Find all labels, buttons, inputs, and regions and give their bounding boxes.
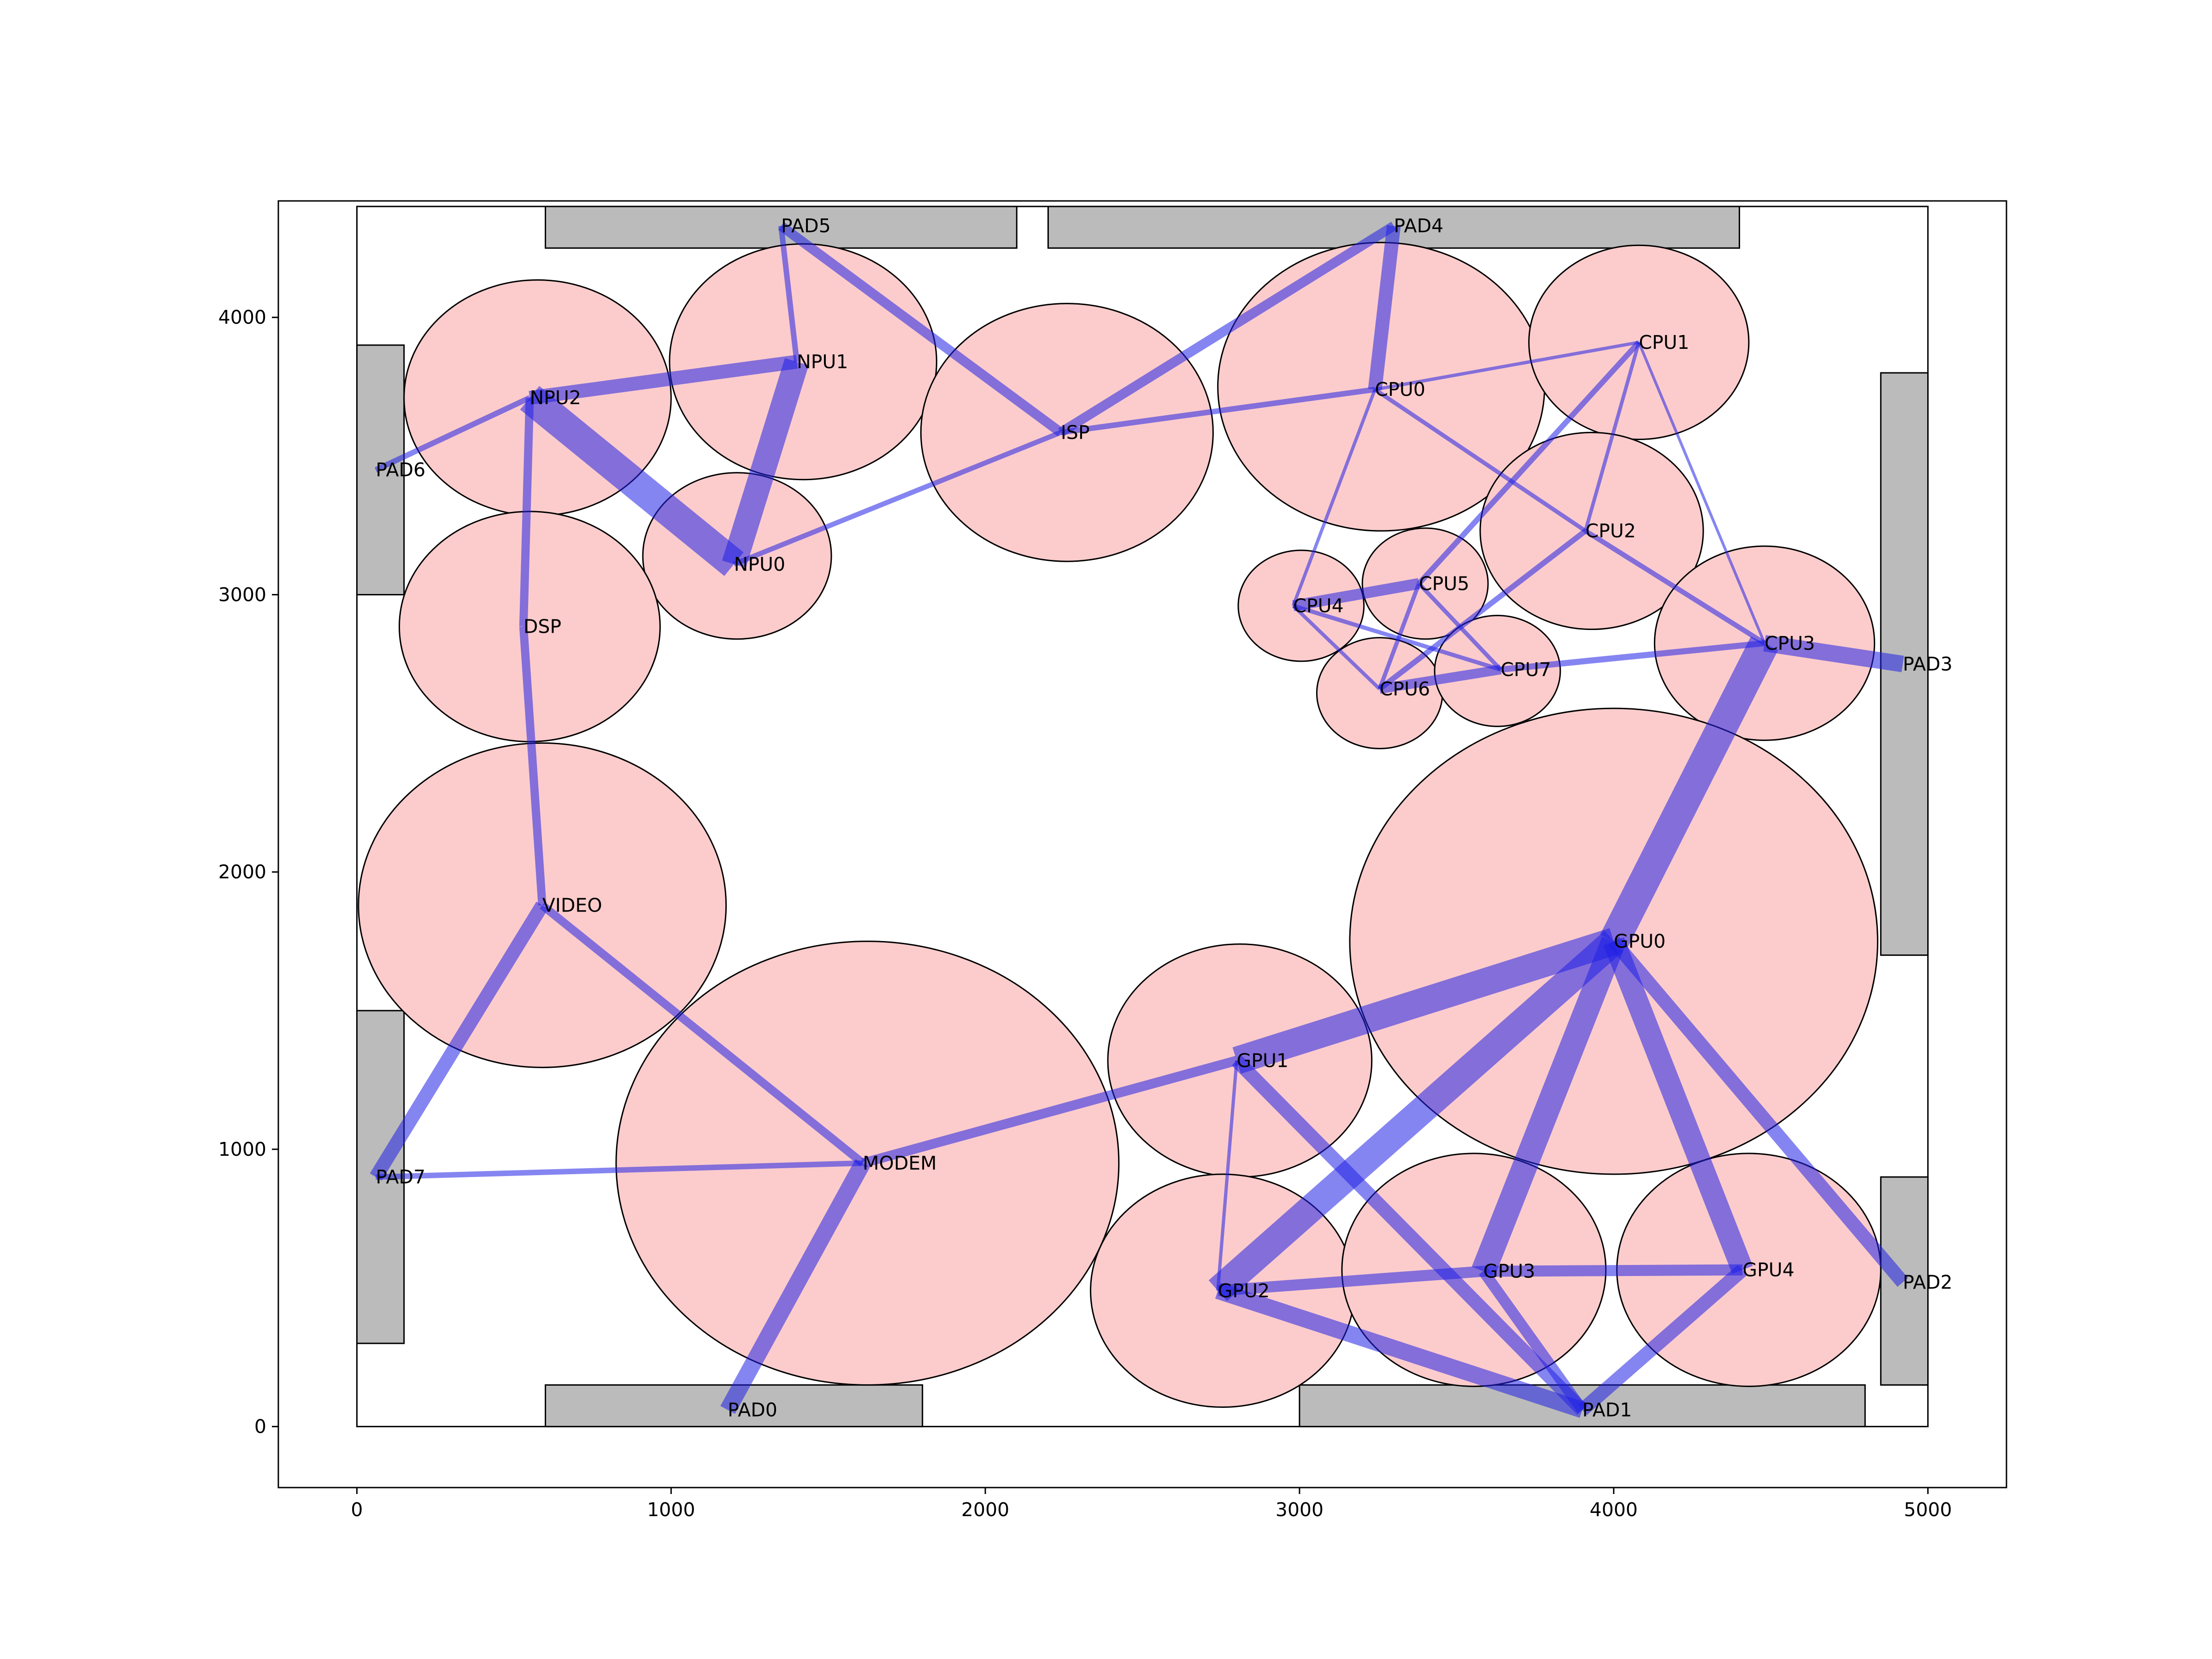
node-label-pad7: PAD7 [376, 1166, 425, 1188]
edge-npu2-pad6 [374, 395, 531, 473]
node-label-gpu1: GPU1 [1237, 1049, 1289, 1071]
node-label-pad0: PAD0 [728, 1399, 777, 1421]
node-label-npu0: NPU0 [734, 553, 786, 575]
node-label-gpu0: GPU0 [1614, 930, 1666, 953]
edge-npu1-npu0 [722, 358, 809, 568]
edge-gpu1-gpu2 [1216, 1060, 1239, 1291]
node-label-pad5: PAD5 [781, 215, 831, 237]
edge-cpu4-cpu5 [1292, 578, 1420, 612]
x-tick-label-2000: 2000 [961, 1499, 1009, 1521]
edge-gpu4-gpu0 [1603, 937, 1753, 1274]
node-label-npu1: NPU1 [797, 351, 848, 373]
edge-cpu0-pad4 [1368, 225, 1401, 390]
edge-cpu3-pad3 [1763, 635, 1904, 672]
edge-gpu1-gpu0 [1232, 928, 1618, 1074]
x-axis-ticks: 0 1000 2000 3000 4000 5000 [351, 1488, 1952, 1521]
x-tick-label-3000: 3000 [1276, 1499, 1324, 1521]
node-labels-layer: PAD5 PAD4 PAD6 PAD3 PAD7 PAD2 PAD0 PAD1 NPU2 NPU1… [376, 215, 1952, 1421]
edge-npu0-isp [733, 430, 1062, 567]
edge-gpu2-gpu0 [1208, 931, 1623, 1301]
node-label-cpu1: CPU1 [1639, 331, 1689, 353]
node-label-gpu3: GPU3 [1483, 1260, 1535, 1282]
edge-cpu6-cpu7 [1379, 665, 1501, 694]
edge-modem-pad0 [720, 1159, 870, 1414]
node-label-cpu6: CPU6 [1380, 678, 1430, 700]
edge-npu2-npu1 [529, 355, 798, 405]
edge-cpu5-cpu6 [1377, 582, 1421, 690]
x-tick-label-5000: 5000 [1904, 1499, 1952, 1521]
y-axis-ticks: 0 1000 2000 3000 4000 [218, 306, 278, 1438]
node-label-modem: MODEM [863, 1152, 937, 1174]
edge-gpu3-gpu4 [1483, 1264, 1743, 1277]
edge-cpu5-cpu7 [1417, 582, 1502, 671]
edge-cpu0-cpu2 [1374, 388, 1587, 533]
edge-gpu3-pad1 [1479, 1268, 1587, 1413]
x-tick-label-0: 0 [351, 1499, 363, 1521]
node-label-pad6: PAD6 [376, 459, 425, 481]
edge-modem-pad7 [376, 1160, 863, 1180]
edge-npu2-npu0 [520, 386, 744, 576]
edge-pad5-isp [778, 222, 1064, 436]
y-tick-label-1000: 1000 [218, 1138, 266, 1160]
edge-gpu4-pad1 [1577, 1265, 1747, 1415]
node-label-cpu7: CPU7 [1500, 659, 1551, 681]
edge-cpu3-gpu0 [1600, 636, 1778, 948]
edge-cpu0-cpu4 [1291, 388, 1377, 606]
edge-gpu3-gpu0 [1471, 936, 1625, 1276]
edge-cpu2-cpu6 [1378, 529, 1588, 691]
node-label-pad4: PAD4 [1394, 215, 1443, 237]
node-label-pad2: PAD2 [1903, 1271, 1953, 1294]
y-tick-label-0: 0 [254, 1416, 266, 1438]
edge-gpu2-pad1 [1215, 1282, 1585, 1418]
axes-frame [277, 200, 2007, 1488]
edges-layer [370, 222, 1908, 1418]
node-label-isp: ISP [1061, 421, 1090, 443]
block-circle-6 [1479, 431, 1704, 630]
edge-gpu2-gpu3 [1217, 1265, 1484, 1296]
node-label-cpu2: CPU2 [1585, 520, 1635, 542]
node-label-dsp: DSP [524, 616, 561, 638]
edge-cpu1-cpu5 [1417, 340, 1641, 586]
edge-cpu0-cpu1 [1374, 341, 1639, 391]
y-tick-label-3000: 3000 [218, 583, 266, 606]
edge-cpu2-cpu3 [1584, 529, 1766, 646]
edge-modem-gpu1 [861, 1056, 1238, 1168]
edge-isp-cpu0 [1060, 387, 1376, 435]
edge-npu1-pad5 [778, 225, 800, 362]
block-circle-9 [1361, 527, 1489, 640]
node-label-cpu3: CPU3 [1765, 632, 1815, 654]
x-tick-label-4000: 4000 [1590, 1499, 1638, 1521]
edge-cpu1-cpu2 [1583, 341, 1641, 532]
node-label-video: VIDEO [542, 894, 602, 916]
node-label-pad3: PAD3 [1903, 653, 1953, 675]
y-tick-label-4000: 4000 [218, 306, 266, 329]
edge-cpu4-cpu6 [1292, 604, 1381, 690]
edge-video-modem [540, 902, 865, 1166]
edge-cpu7-cpu3 [1500, 640, 1765, 673]
edge-isp-pad4 [1058, 222, 1396, 437]
edge-dsp-video [519, 626, 547, 906]
node-label-gpu2: GPU2 [1218, 1280, 1270, 1302]
node-label-cpu0: CPU0 [1375, 378, 1425, 400]
node-label-cpu5: CPU5 [1419, 572, 1469, 594]
node-label-cpu4: CPU4 [1293, 595, 1343, 617]
edge-gpu0-pad2 [1608, 936, 1908, 1287]
node-label-gpu4: GPU4 [1742, 1259, 1794, 1281]
edge-video-pad7 [370, 901, 548, 1181]
node-label-pad1: PAD1 [1583, 1399, 1632, 1421]
edge-cpu1-cpu3 [1637, 341, 1766, 644]
node-label-npu2: NPU2 [529, 387, 581, 409]
y-tick-label-2000: 2000 [218, 861, 266, 883]
edge-npu2-dsp [519, 397, 534, 627]
edge-gpu1-pad1 [1231, 1055, 1588, 1415]
x-tick-label-1000: 1000 [647, 1499, 695, 1521]
